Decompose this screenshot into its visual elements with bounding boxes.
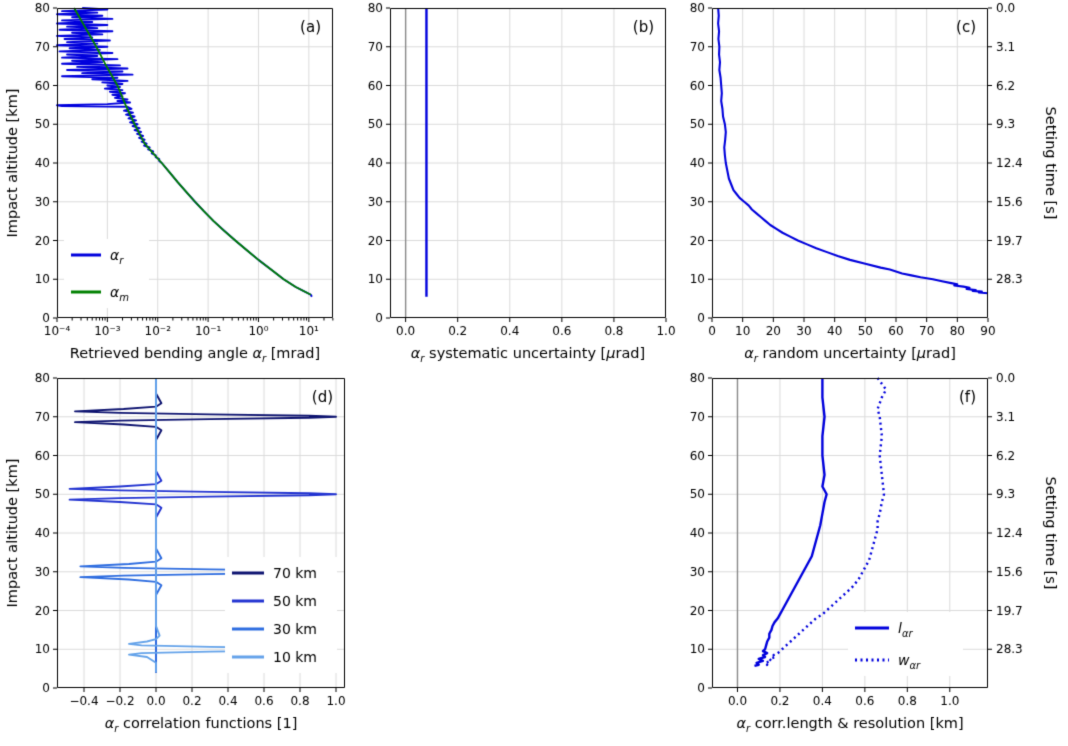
figure	[0, 0, 1068, 746]
figure-canvas	[0, 0, 1068, 746]
